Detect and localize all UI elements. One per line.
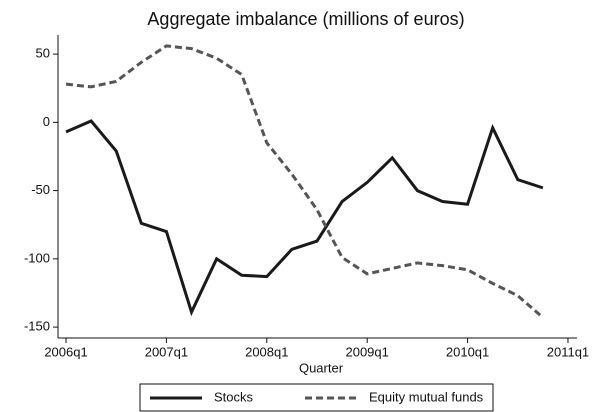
x-tick-label: 2007q1 bbox=[145, 344, 188, 359]
x-tick-label: 2011q1 bbox=[547, 344, 589, 359]
y-tick-label: -100 bbox=[24, 250, 50, 265]
x-tick-label: 2006q1 bbox=[44, 344, 87, 359]
line-series bbox=[65, 44, 544, 319]
legend-label: Equity mutual funds bbox=[369, 389, 484, 404]
y-tick-label: -50 bbox=[31, 182, 50, 197]
line-series bbox=[65, 119, 544, 317]
x-tick-label: 2009q1 bbox=[345, 344, 388, 359]
x-axis-label: Quarter bbox=[299, 360, 344, 375]
y-tick-label: 50 bbox=[36, 46, 50, 61]
y-tick-label: 0 bbox=[43, 114, 50, 129]
x-tick-label: 2010q1 bbox=[446, 344, 489, 359]
x-tick-label: 2008q1 bbox=[245, 344, 288, 359]
chart-title: Aggregate imbalance (millions of euros) bbox=[147, 9, 464, 29]
legend-label: Stocks bbox=[214, 389, 254, 404]
y-tick-label: -150 bbox=[24, 319, 50, 334]
